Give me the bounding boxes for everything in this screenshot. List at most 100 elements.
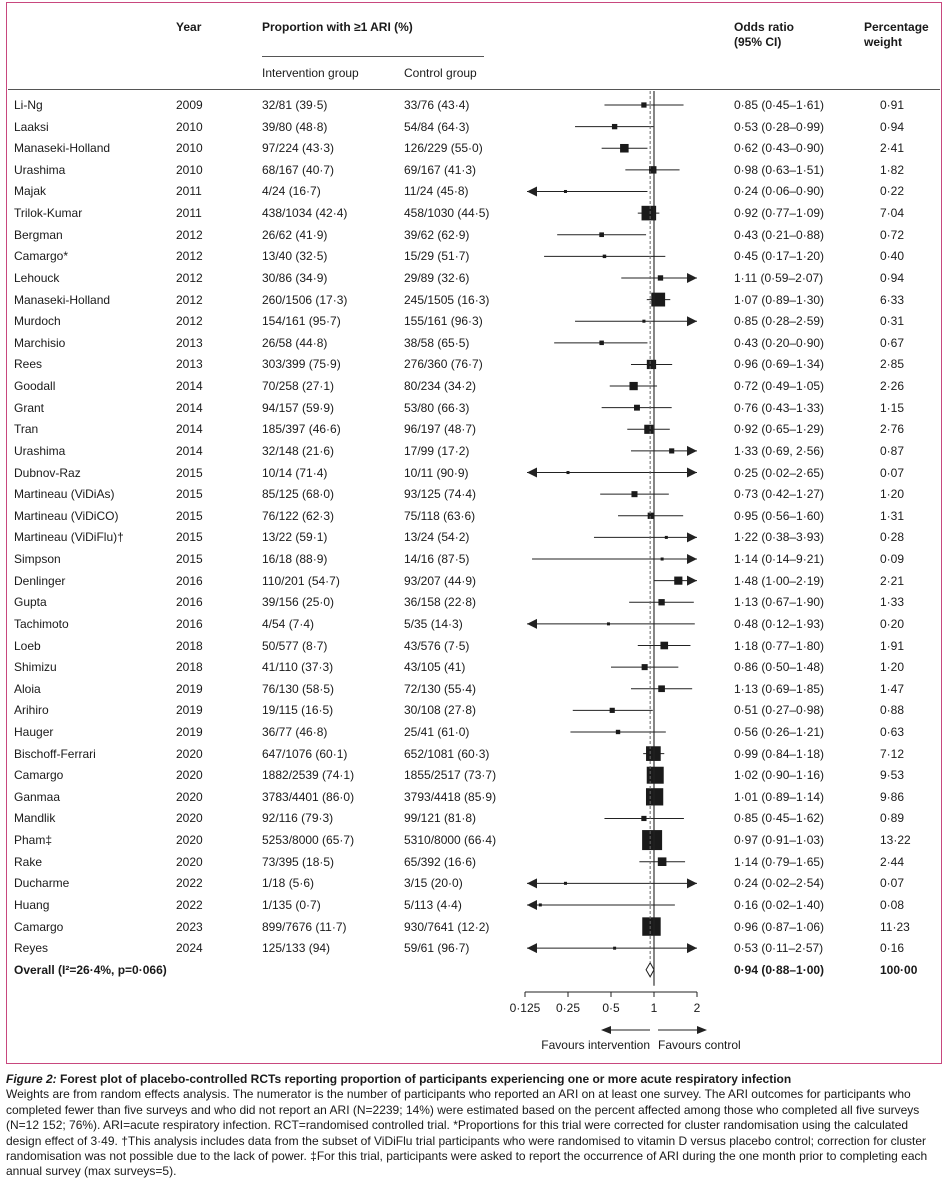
study-marker (620, 143, 629, 153)
table-row: Simpson 2015 16/18 (88·9) 14/16 (87·5) 1·14 … (0, 548, 948, 570)
header-odds-ratio-line1: Odds ratio (734, 20, 795, 34)
study-name: Camargo* (14, 249, 69, 264)
control-value: 39/62 (62·9) (404, 227, 470, 242)
study-name: Mandlik (14, 811, 56, 826)
study-weight: 6·33 (880, 292, 905, 307)
table-row: Murdoch 2012 154/161 (95·7) 155/161 (96·3) 0… (0, 310, 948, 332)
study-marker (599, 232, 604, 238)
favours-intervention-arrowhead (601, 1026, 611, 1034)
study-marker (657, 857, 667, 866)
control-value: 17/99 (17·2) (404, 443, 470, 458)
study-marker (658, 685, 665, 693)
study-name: Majak (14, 184, 47, 199)
intervention-value: 26/58 (44·8) (262, 335, 328, 350)
control-value: 29/89 (32·6) (404, 270, 470, 285)
ci-arrow-left (527, 618, 537, 629)
study-name: Bergman (14, 227, 63, 242)
control-value: 30/108 (27·8) (404, 703, 477, 718)
study-year: 2018 (176, 638, 203, 653)
table-row: Reyes 2024 125/133 (94) 59/61 (96·7) 0·53 (0… (0, 937, 948, 959)
control-value: 93/125 (74·4) (404, 487, 477, 502)
intervention-value: 1/18 (5·6) (262, 876, 315, 891)
study-year: 2012 (176, 270, 203, 285)
study-marker (606, 622, 610, 626)
study-name: Tran (14, 422, 39, 437)
study-name: Pham‡ (14, 833, 53, 848)
study-marker (664, 535, 668, 539)
study-weight: 0·91 (880, 98, 905, 112)
control-value: 3793/4418 (85·9) (404, 789, 497, 804)
study-weight: 0·16 (880, 941, 905, 956)
ci-arrow-right (687, 943, 697, 954)
study-weight: 1·47 (880, 681, 905, 696)
proportion-underline (262, 56, 484, 57)
study-year: 2016 (176, 573, 203, 588)
study-year: 2014 (176, 443, 203, 458)
odds-ratio-ci: 0·51 (0·27–0·98) (734, 703, 825, 718)
study-marker (657, 275, 664, 281)
study-name: Martineau (ViDiCO) (14, 508, 119, 523)
study-weight: 0·88 (880, 703, 905, 718)
intervention-value: 92/116 (79·3) (262, 811, 334, 826)
control-value: 276/360 (76·7) (404, 357, 483, 372)
header-year: Year (176, 20, 202, 34)
intervention-value: 76/130 (58·5) (262, 681, 335, 696)
study-marker (674, 576, 683, 585)
study-weight: 0·94 (880, 119, 905, 134)
table-row: Laaksi 2010 39/80 (48·8) 54/84 (64·3) 0·53 (… (0, 116, 948, 138)
odds-ratio-ci: 1·02 (0·90–1·16) (734, 768, 825, 783)
intervention-value: 438/1034 (42·4) (262, 206, 348, 221)
control-value: 65/392 (16·6) (404, 854, 477, 869)
study-marker (669, 448, 675, 454)
odds-ratio-ci: 1·48 (1·00–2·19) (734, 573, 825, 588)
intervention-value: 1882/2539 (74·1) (262, 768, 355, 783)
study-year: 2012 (176, 314, 203, 329)
study-weight: 0·28 (880, 530, 905, 545)
control-value: 38/58 (65·5) (404, 335, 470, 350)
study-year: 2010 (176, 141, 203, 156)
intervention-value: 50/577 (8·7) (262, 638, 328, 653)
header-rule (8, 89, 940, 90)
odds-ratio-ci: 0·53 (0·28–0·99) (734, 119, 825, 134)
table-row: Urashima 2014 32/148 (21·6) 17/99 (17·2) 1·3… (0, 440, 948, 462)
ci-arrow-right (687, 316, 697, 327)
odds-ratio-ci: 0·96 (0·69–1·34) (734, 357, 825, 372)
study-weight: 1·82 (880, 162, 905, 177)
intervention-value: 36/77 (46·8) (262, 724, 328, 739)
table-row: Ganmaa 2020 3783/4401 (86·0) 3793/4418 (85·… (0, 786, 948, 808)
table-row: Loeb 2018 50/577 (8·7) 43/576 (7·5) 1·18 (0·… (0, 635, 948, 657)
study-year: 2014 (176, 379, 203, 394)
study-name: Arihiro (14, 703, 49, 718)
intervention-value: 13/40 (32·5) (262, 249, 328, 264)
figure-frame (6, 2, 942, 1064)
intervention-value: 3783/4401 (86·0) (262, 789, 355, 804)
study-marker (641, 815, 647, 822)
control-value: 69/167 (41·3) (404, 162, 477, 177)
table-row: Gupta 2016 39/156 (25·0) 36/158 (22·8) 1·13 … (0, 591, 948, 613)
study-name: Camargo (14, 768, 64, 783)
study-name: Manaseki-Holland (14, 292, 111, 307)
intervention-value: 154/161 (95·7) (262, 314, 341, 329)
study-marker (599, 340, 604, 346)
study-weight: 7·04 (880, 206, 905, 221)
study-year: 2020 (176, 811, 203, 826)
control-value: 458/1030 (44·5) (404, 206, 490, 221)
table-row: Majak 2011 4/24 (16·7) 11/24 (45·8) 0·24 (0·… (0, 180, 948, 202)
control-value: 25/41 (61·0) (404, 724, 470, 739)
table-row: Urashima 2010 68/167 (40·7) 69/167 (41·3) 0·… (0, 159, 948, 181)
control-value: 14/16 (87·5) (404, 552, 470, 567)
table-row: Martineau (ViDiCO) 2015 76/122 (62·3) 75/11… (0, 505, 948, 527)
study-name: Grant (14, 400, 45, 415)
table-row: Tran 2014 185/397 (46·6) 96/197 (48·7) 0·92 … (0, 418, 948, 440)
control-value: 93/207 (44·9) (404, 573, 477, 588)
intervention-value: 32/148 (21·6) (262, 443, 335, 458)
study-year: 2011 (176, 206, 202, 221)
study-marker (660, 641, 669, 650)
ci-arrow-right (687, 532, 697, 543)
study-marker (641, 664, 648, 671)
intervention-value: 13/22 (59·1) (262, 530, 328, 545)
study-year: 2015 (176, 465, 203, 480)
study-name: Bischoff-Ferrari (14, 746, 96, 761)
study-name: Shimizu (14, 660, 57, 675)
study-marker (634, 404, 640, 411)
